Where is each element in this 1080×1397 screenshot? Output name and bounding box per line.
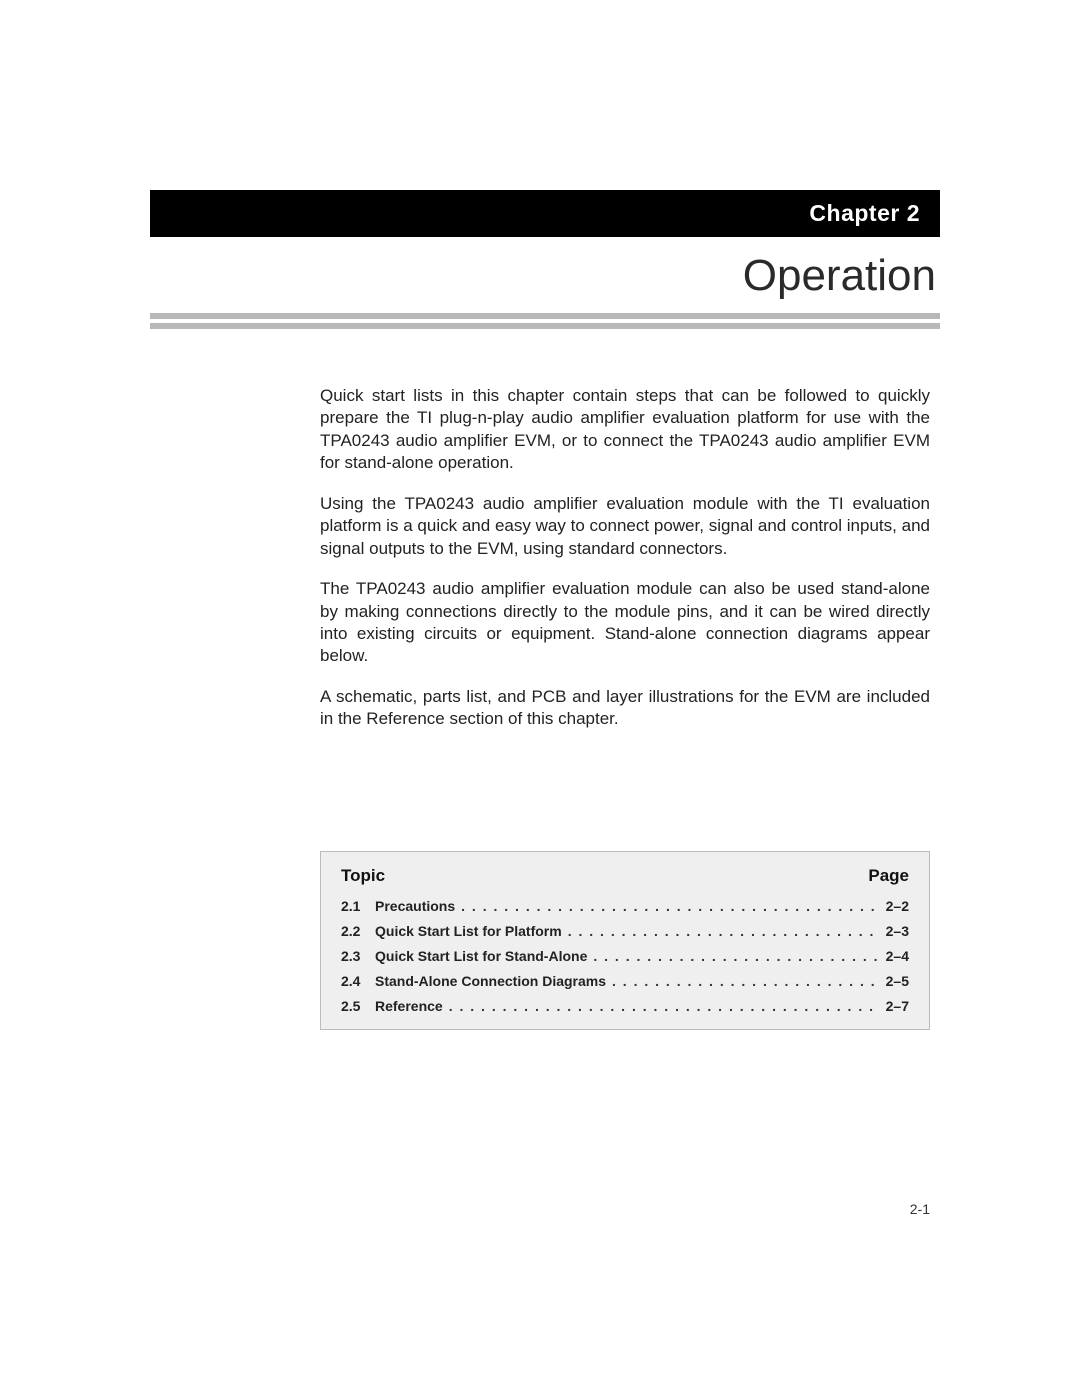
paragraph: A schematic, parts list, and PCB and lay… — [320, 686, 930, 731]
chapter-label: Chapter 2 — [809, 200, 920, 226]
toc-item-number: 2.4 — [341, 973, 375, 989]
toc-item-title: Reference — [375, 998, 449, 1014]
horizontal-rule — [150, 323, 940, 329]
horizontal-rule — [150, 313, 940, 319]
toc-item-page: 2–​7 — [880, 998, 909, 1014]
toc-item-number: 2.3 — [341, 948, 375, 964]
toc-header-row: Topic Page — [341, 866, 909, 886]
paragraph: The TPA0243 audio amplifier evaluation m… — [320, 578, 930, 668]
toc-item-title: Precautions — [375, 898, 461, 914]
page-number: 2-1 — [910, 1201, 930, 1217]
toc-item-number: 2.2 — [341, 923, 375, 939]
toc-item-title: Quick Start List for Stand-Alone — [375, 948, 593, 964]
toc-leader-dots — [612, 973, 880, 989]
toc-leader-dots — [461, 898, 880, 914]
toc-item-page: 2–​3 — [880, 923, 909, 939]
toc-item-page: 2–​4 — [880, 948, 909, 964]
toc-item-page: 2–​2 — [880, 898, 909, 914]
toc-header-page: Page — [868, 866, 909, 886]
chapter-label-bar: Chapter 2 — [150, 190, 940, 237]
document-page: Chapter 2 Operation Quick start lists in… — [0, 0, 1080, 1030]
title-rule-group — [150, 313, 940, 329]
body-text-block: Quick start lists in this chapter contai… — [320, 385, 930, 731]
paragraph: Using the TPA0243 audio amplifier evalua… — [320, 493, 930, 560]
paragraph: Quick start lists in this chapter contai… — [320, 385, 930, 475]
toc-row: 2.1 Precautions 2–​2 — [341, 898, 909, 914]
toc-row: 2.3 Quick Start List for Stand-Alone 2–​… — [341, 948, 909, 964]
toc-item-title: Quick Start List for Platform — [375, 923, 568, 939]
toc-row: 2.4 Stand-Alone Connection Diagrams 2–​5 — [341, 973, 909, 989]
toc-header-topic: Topic — [341, 866, 385, 886]
toc-item-title: Stand-Alone Connection Diagrams — [375, 973, 612, 989]
toc-leader-dots — [449, 998, 880, 1014]
toc-leader-dots — [593, 948, 879, 964]
toc-box: Topic Page 2.1 Precautions 2–​2 2.2 Quic… — [320, 851, 930, 1030]
toc-items: 2.1 Precautions 2–​2 2.2 Quick Start Lis… — [341, 898, 909, 1014]
toc-row: 2.5 Reference 2–​7 — [341, 998, 909, 1014]
toc-leader-dots — [568, 923, 880, 939]
toc-item-number: 2.5 — [341, 998, 375, 1014]
toc-row: 2.2 Quick Start List for Platform 2–​3 — [341, 923, 909, 939]
chapter-title: Operation — [150, 251, 940, 301]
toc-item-number: 2.1 — [341, 898, 375, 914]
toc-item-page: 2–​5 — [880, 973, 909, 989]
